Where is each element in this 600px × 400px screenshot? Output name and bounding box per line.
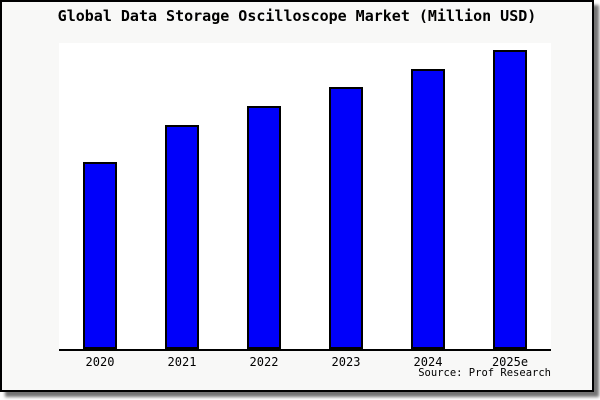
bar-slot-2024 [387, 43, 469, 349]
x-tick-label-2022: 2022 [249, 355, 279, 369]
x-tick-label-2025e: 2025e [491, 355, 529, 369]
bar-slot-2023 [305, 43, 387, 349]
x-tick-label-2020: 2020 [85, 355, 115, 369]
source-note: Source: Prof Research [418, 367, 551, 379]
bar-2025e [493, 50, 527, 349]
chart-title: Global Data Storage Oscilloscope Market … [57, 7, 537, 25]
bar-slot-2021 [141, 43, 223, 349]
bar-slot-2025e [469, 43, 551, 349]
bar-2021 [165, 125, 199, 349]
x-tick-label-2021: 2021 [167, 355, 197, 369]
bar-2024 [411, 69, 445, 349]
bar-2023 [329, 87, 363, 349]
chart-card: Global Data Storage Oscilloscope Market … [0, 0, 594, 392]
bar-2020 [83, 162, 117, 349]
x-tick-label-2023: 2023 [331, 355, 361, 369]
bar-slot-2020 [59, 43, 141, 349]
bar-2022 [247, 106, 281, 349]
bar-slot-2022 [223, 43, 305, 349]
x-tick-label-2024: 2024 [413, 355, 443, 369]
plot-area [59, 43, 551, 351]
x-axis-tick-labels: 2020 2021 2022 2023 2024 2025e [59, 355, 551, 369]
